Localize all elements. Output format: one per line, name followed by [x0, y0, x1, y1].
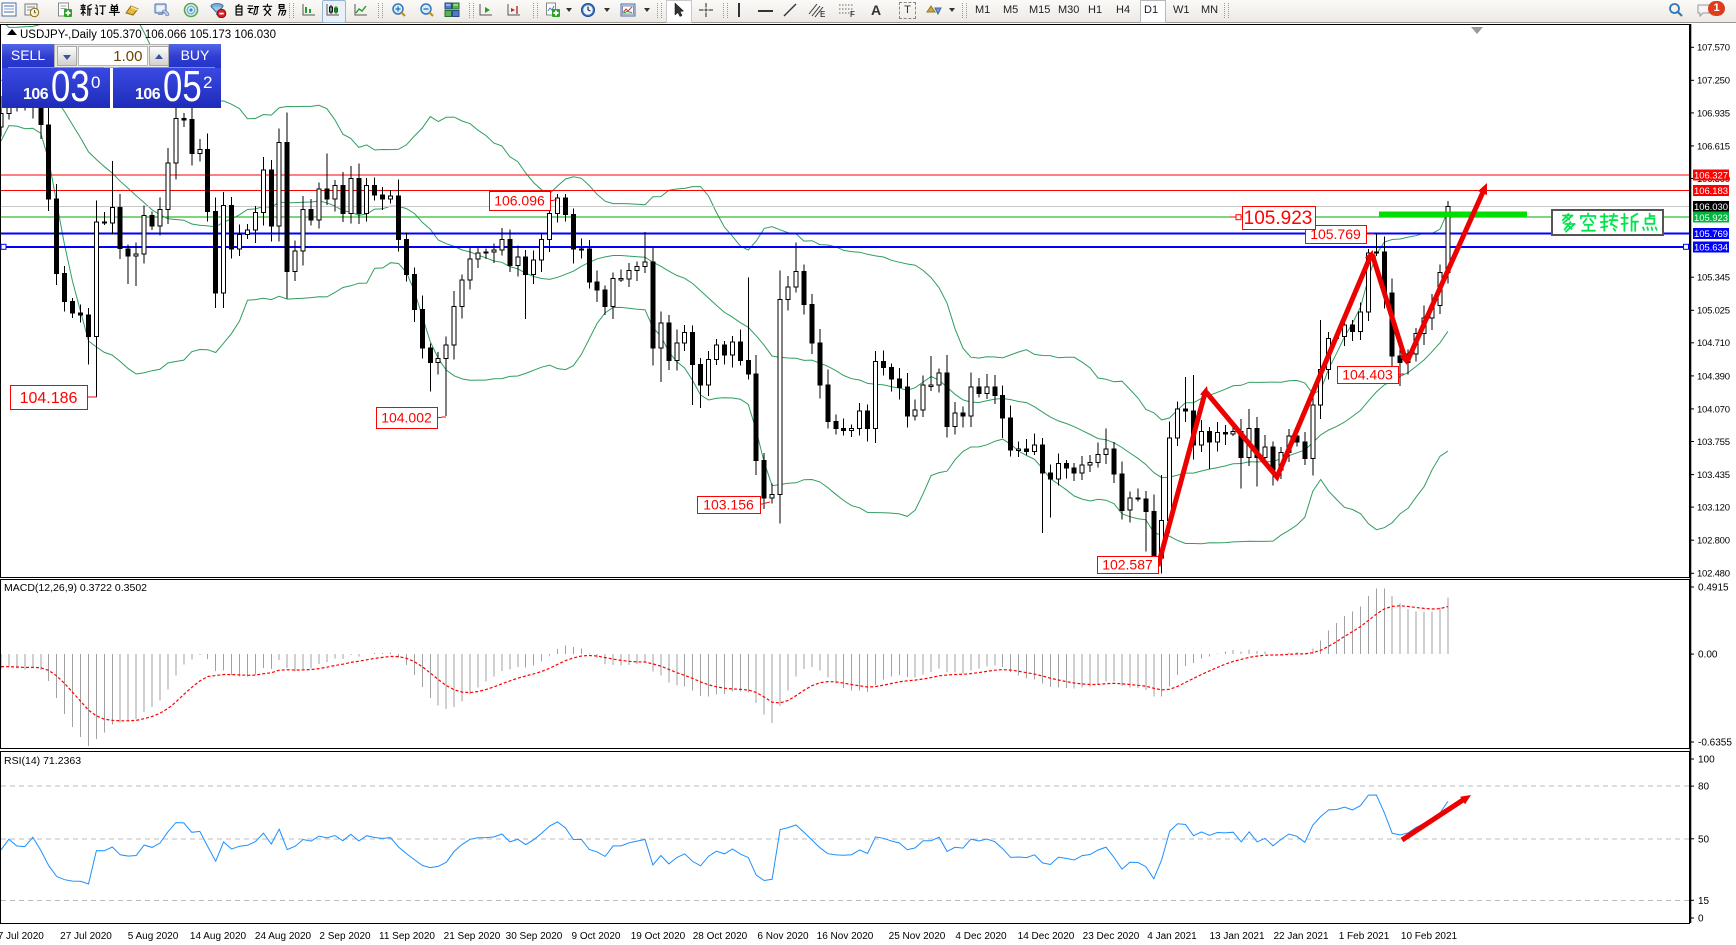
svg-text:107.570: 107.570 — [1697, 43, 1730, 54]
svg-text:USDJPY-,Daily 105.370 106.066: USDJPY-,Daily 105.370 106.066 105.173 10… — [20, 29, 276, 41]
svg-text:105.634: 105.634 — [1694, 243, 1728, 254]
svg-text:15: 15 — [1698, 896, 1710, 907]
svg-text:2 Sep 2020: 2 Sep 2020 — [319, 931, 371, 942]
svg-text:25 Nov 2020: 25 Nov 2020 — [889, 931, 946, 942]
svg-text:104.403: 104.403 — [1342, 367, 1393, 383]
svg-text:105.345: 105.345 — [1697, 273, 1730, 284]
svg-text:23 Dec 2020: 23 Dec 2020 — [1083, 931, 1140, 942]
svg-text:106.096: 106.096 — [494, 193, 545, 209]
svg-text:6 Nov 2020: 6 Nov 2020 — [757, 931, 809, 942]
svg-text:MACD(12,26,9) 0.3722 0.3502: MACD(12,26,9) 0.3722 0.3502 — [4, 582, 147, 594]
svg-text:16 Nov 2020: 16 Nov 2020 — [817, 931, 874, 942]
svg-text:21 Sep 2020: 21 Sep 2020 — [444, 931, 501, 942]
svg-text:106.935: 106.935 — [1697, 108, 1730, 119]
svg-text:106.183: 106.183 — [1694, 186, 1728, 197]
svg-text:103.120: 103.120 — [1697, 503, 1730, 514]
svg-text:19 Oct 2020: 19 Oct 2020 — [631, 931, 686, 942]
svg-text:0: 0 — [1698, 914, 1704, 925]
svg-text:-0.6355: -0.6355 — [1698, 738, 1732, 749]
svg-text:104.390: 104.390 — [1697, 371, 1730, 382]
svg-text:102.480: 102.480 — [1697, 569, 1730, 580]
svg-text:107.250: 107.250 — [1697, 76, 1730, 87]
svg-text:11 Sep 2020: 11 Sep 2020 — [379, 931, 435, 942]
svg-text:105.923: 105.923 — [1694, 213, 1728, 224]
svg-text:103.435: 103.435 — [1697, 470, 1730, 481]
svg-text:4 Jan 2021: 4 Jan 2021 — [1147, 931, 1197, 942]
svg-text:80: 80 — [1698, 782, 1710, 793]
svg-text:106.030: 106.030 — [1694, 202, 1728, 213]
svg-text:104.710: 104.710 — [1697, 338, 1730, 349]
svg-text:104.186: 104.186 — [20, 390, 78, 407]
svg-text:22 Jan 2021: 22 Jan 2021 — [1273, 931, 1328, 942]
svg-text:14 Dec 2020: 14 Dec 2020 — [1018, 931, 1075, 942]
svg-text:9 Oct 2020: 9 Oct 2020 — [572, 931, 621, 942]
svg-text:105.025: 105.025 — [1697, 306, 1730, 317]
svg-text:0.4915: 0.4915 — [1698, 583, 1729, 594]
svg-text:102.800: 102.800 — [1697, 536, 1730, 547]
svg-text:105.923: 105.923 — [1244, 208, 1313, 229]
svg-text:104.002: 104.002 — [381, 410, 432, 426]
svg-text:RSI(14) 71.2363: RSI(14) 71.2363 — [4, 755, 81, 767]
svg-text:24 Aug 2020: 24 Aug 2020 — [255, 931, 312, 942]
svg-text:0.00: 0.00 — [1698, 650, 1718, 661]
svg-text:1 Feb 2021: 1 Feb 2021 — [1339, 931, 1390, 942]
svg-text:13 Jan 2021: 13 Jan 2021 — [1209, 931, 1264, 942]
svg-text:104.070: 104.070 — [1697, 404, 1730, 415]
svg-text:28 Oct 2020: 28 Oct 2020 — [693, 931, 748, 942]
svg-text:10 Feb 2021: 10 Feb 2021 — [1401, 931, 1458, 942]
svg-text:106.327: 106.327 — [1694, 171, 1728, 182]
svg-text:30 Sep 2020: 30 Sep 2020 — [506, 931, 563, 942]
svg-text:27 Jul 2020: 27 Jul 2020 — [60, 931, 112, 942]
svg-text:103.755: 103.755 — [1697, 437, 1730, 448]
svg-text:5 Aug 2020: 5 Aug 2020 — [128, 931, 179, 942]
svg-text:102.587: 102.587 — [1102, 557, 1153, 573]
svg-text:17 Jul 2020: 17 Jul 2020 — [0, 931, 44, 942]
svg-text:106.615: 106.615 — [1697, 141, 1730, 152]
svg-text:103.156: 103.156 — [703, 497, 754, 513]
svg-text:14 Aug 2020: 14 Aug 2020 — [190, 931, 247, 942]
svg-text:105.769: 105.769 — [1310, 226, 1361, 242]
svg-text:105.769: 105.769 — [1694, 229, 1728, 240]
svg-text:50: 50 — [1698, 834, 1710, 845]
svg-text:4 Dec 2020: 4 Dec 2020 — [955, 931, 1007, 942]
svg-text:100: 100 — [1698, 755, 1715, 766]
